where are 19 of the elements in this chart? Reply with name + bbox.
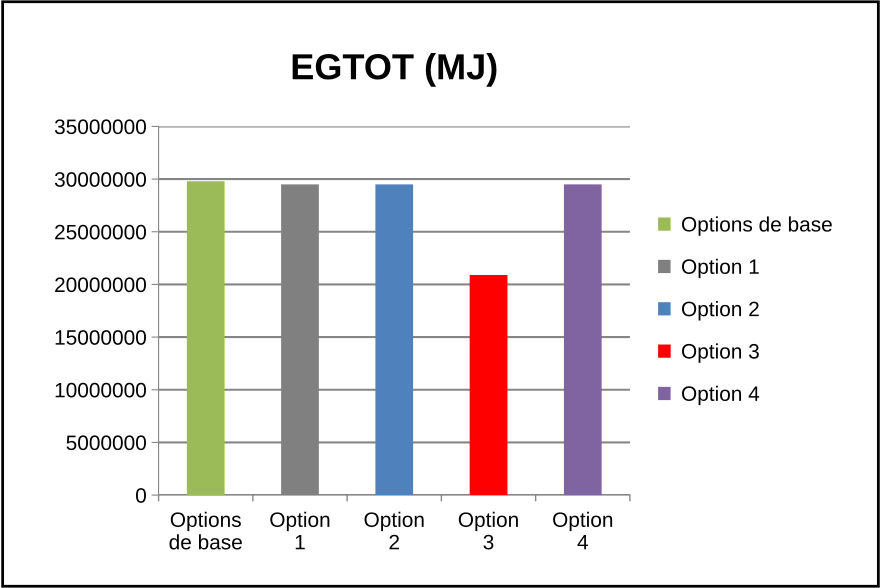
legend-label: Option 2 (682, 301, 759, 320)
y-tick-label: 35000000 (54, 119, 146, 134)
y-tick-label: 5000000 (66, 435, 146, 450)
legend-label: Option 1 (682, 258, 759, 278)
y-tick-label: 25000000 (55, 224, 146, 240)
legend-label: Option 4 (682, 386, 760, 406)
x-tick-label: Option 1 (270, 512, 330, 550)
legend-label: Options de base (682, 216, 832, 236)
legend-label: Option 3 (682, 343, 759, 363)
x-tick-label: Option 2 (364, 512, 424, 550)
chart-title: EGTOT (MJ) (292, 53, 496, 87)
y-tick-label: 10000000 (56, 382, 146, 398)
x-tick-label: Option 4 (553, 512, 612, 550)
x-tick-label: Options de base (170, 512, 242, 550)
y-tick-label: 0 (136, 488, 146, 503)
y-tick-label: 20000000 (55, 277, 146, 292)
y-tick-label: 30000000 (54, 172, 146, 187)
x-tick-label: Option 3 (458, 512, 518, 550)
y-tick-label: 15000000 (56, 330, 146, 345)
